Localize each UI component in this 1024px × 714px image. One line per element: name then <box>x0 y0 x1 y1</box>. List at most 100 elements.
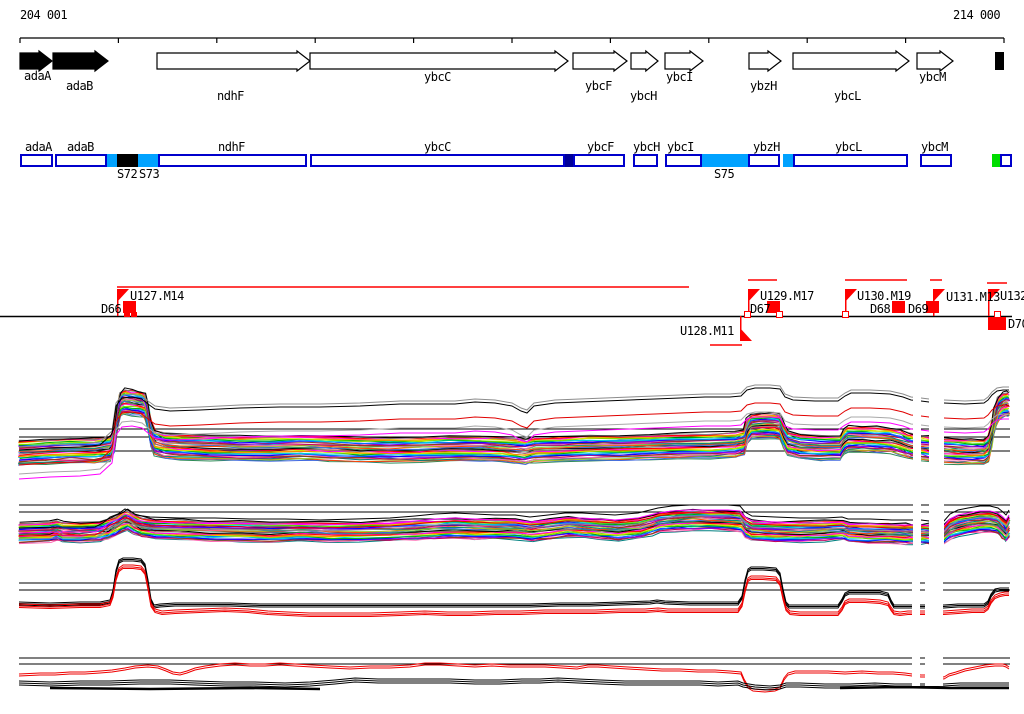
gene-label-ybcH: ybcH <box>630 89 657 103</box>
gene-label-ybcL: ybcL <box>834 89 861 103</box>
down-square-D67[interactable] <box>767 301 780 313</box>
marker-label-U129.M17: U129.M17 <box>760 289 814 303</box>
signal-line <box>18 662 1010 691</box>
region-box-ybcH[interactable] <box>633 154 658 167</box>
marker-label-U132: U132 <box>1000 289 1024 303</box>
gene-arrow-ybzH[interactable] <box>748 49 782 73</box>
segment-label-S73: S73 <box>139 167 160 181</box>
signal-line-thick <box>49 686 321 691</box>
bundle-line <box>18 387 1010 442</box>
region-label-ybcC: ybcC <box>424 140 451 154</box>
axis-break-gap <box>913 388 921 468</box>
gene-label-adaA: adaA <box>24 69 51 83</box>
gene-label-ybcM: ybcM <box>919 70 946 84</box>
gene-block-partial[interactable] <box>995 52 1004 70</box>
region-label-ybcF: ybcF <box>587 140 614 154</box>
gene-arrow-ybcH[interactable] <box>630 49 659 73</box>
segment-S72[interactable] <box>117 154 138 167</box>
signal-line-thick <box>839 685 1009 690</box>
down-square-D70[interactable] <box>988 317 1006 330</box>
gene-label-ndhF: ndhF <box>217 89 244 103</box>
bundle-line <box>17 413 1009 466</box>
up-flag-U131.M13[interactable] <box>933 289 945 302</box>
gene-arrow-ybcC[interactable] <box>309 49 569 73</box>
segment-green[interactable] <box>992 154 1000 167</box>
axis-break-gap <box>913 498 921 548</box>
baseline-tick <box>842 311 849 318</box>
gene-arrow-ybcL[interactable] <box>792 49 910 73</box>
region-label-ybcI: ybcI <box>667 140 694 154</box>
region-box-ybcF[interactable] <box>573 154 625 167</box>
signal-line <box>18 677 1009 687</box>
region-box-ndhF[interactable] <box>158 154 307 167</box>
axis-break-gap <box>925 648 943 686</box>
segment-label-S72: S72 <box>117 167 138 181</box>
baseline-tick <box>994 311 1001 318</box>
signal-line <box>18 557 1009 606</box>
down-square-D66[interactable] <box>123 301 136 313</box>
region-box-ybzH[interactable] <box>748 154 780 167</box>
gene-arrow-ybcM[interactable] <box>916 49 954 73</box>
axis-break-gap <box>925 553 943 622</box>
bundle-line <box>18 389 1010 442</box>
marker-label-U127.M14: U127.M14 <box>130 289 184 303</box>
up-flag-U130.M19[interactable] <box>845 289 857 302</box>
baseline-tick <box>776 311 783 318</box>
region-label-ybzH: ybzH <box>753 140 780 154</box>
region-label-adaB: adaB <box>67 140 94 154</box>
down-square-D68[interactable] <box>892 301 905 313</box>
down-square-D69[interactable] <box>926 301 939 313</box>
gene-arrow-ybcI[interactable] <box>664 49 704 73</box>
signal-plot-expression-pair-4 <box>18 648 1010 693</box>
gene-arrow-ndhF[interactable] <box>156 49 311 73</box>
axis-break-gap <box>929 498 944 548</box>
axis-break-gap <box>929 388 944 468</box>
signal-plot-expression-all-conditions-1 <box>17 384 1011 480</box>
region-box-ybcI[interactable] <box>665 154 702 167</box>
signal-plot-expression-all-conditions-2 <box>18 498 1011 548</box>
region-label-ybcH: ybcH <box>633 140 660 154</box>
marker-label-D70: D70 <box>1008 317 1024 331</box>
gene-label-ybcI: ybcI <box>666 70 693 84</box>
region-box-adaB[interactable] <box>55 154 107 167</box>
marker-label-D69: D69 <box>908 302 929 316</box>
gene-arrow-adaA[interactable] <box>19 49 53 73</box>
region-label-ndhF: ndhF <box>218 140 245 154</box>
gene-label-ybcF: ybcF <box>585 79 612 93</box>
down-flag-U128.M11[interactable] <box>740 328 752 341</box>
region-label-ybcL: ybcL <box>835 140 862 154</box>
region-box-ybcL[interactable] <box>793 154 908 167</box>
baseline-tick <box>124 312 130 317</box>
marker-label-U131.M13: U131.M13 <box>946 290 1000 304</box>
gene-label-ybzH: ybzH <box>750 79 777 93</box>
signal-line <box>18 568 1009 617</box>
up-flag-U132[interactable] <box>988 289 1000 302</box>
up-flag-U129.M17[interactable] <box>748 289 760 302</box>
segment-cyan-a[interactable] <box>107 154 117 167</box>
signal-plot-expression-pair-3 <box>18 553 1010 622</box>
gene-arrow-ybcF[interactable] <box>572 49 628 73</box>
region-box-ybcM[interactable] <box>920 154 952 167</box>
bundle-line <box>18 407 1009 459</box>
segment-cyan-b[interactable] <box>783 154 793 167</box>
region-box-ybcC[interactable] <box>310 154 565 167</box>
region-label-ybcM: ybcM <box>921 140 948 154</box>
region-box-adaA[interactable] <box>20 154 53 167</box>
ruler-start-label: 204 001 <box>20 8 68 22</box>
region-label-adaA: adaA <box>25 140 52 154</box>
axis-break-gap <box>912 648 920 686</box>
up-flag-U127.M14[interactable] <box>117 289 129 302</box>
segment-navy[interactable] <box>565 154 573 167</box>
segment-S73[interactable] <box>138 154 158 167</box>
marker-label-D66: D66 <box>101 302 122 316</box>
marker-label-D67: D67 <box>750 302 771 316</box>
marker-label-U130.M19: U130.M19 <box>857 289 911 303</box>
signal-line <box>18 664 1010 693</box>
region-box-end[interactable] <box>1000 154 1012 167</box>
baseline-tick <box>744 311 751 318</box>
gene-arrow-adaB[interactable] <box>52 49 109 73</box>
segment-label-S75: S75 <box>714 167 735 181</box>
segment-S75[interactable] <box>702 154 748 167</box>
